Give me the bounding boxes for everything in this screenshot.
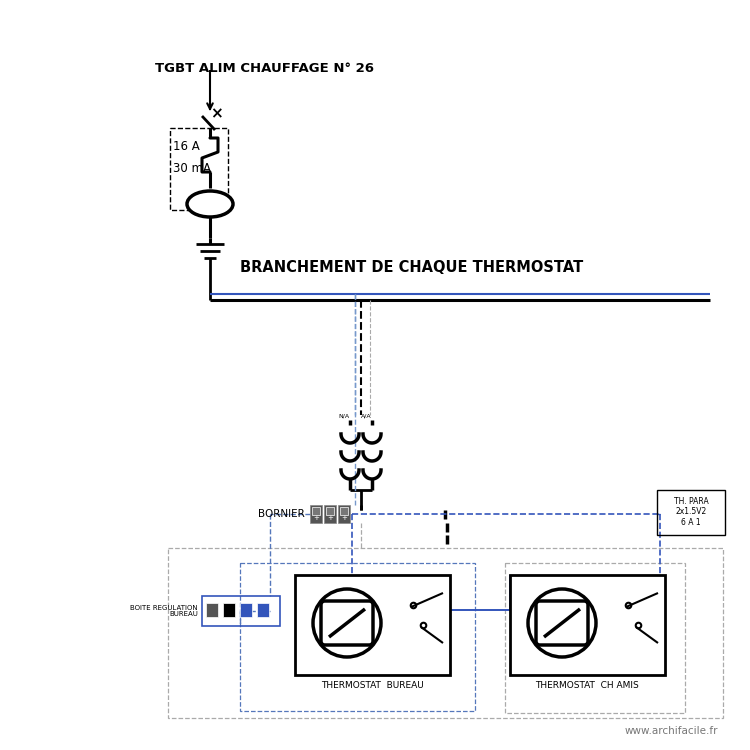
FancyBboxPatch shape bbox=[206, 603, 218, 617]
FancyBboxPatch shape bbox=[257, 603, 269, 617]
Text: N/A: N/A bbox=[338, 413, 350, 418]
FancyBboxPatch shape bbox=[240, 603, 252, 617]
Circle shape bbox=[528, 589, 596, 657]
FancyBboxPatch shape bbox=[223, 603, 235, 617]
Text: 30 mA: 30 mA bbox=[173, 161, 211, 175]
FancyBboxPatch shape bbox=[340, 507, 348, 515]
Bar bbox=[168, 548, 723, 718]
Text: +: + bbox=[313, 515, 319, 521]
Bar bbox=[505, 563, 685, 713]
FancyBboxPatch shape bbox=[310, 505, 322, 523]
FancyBboxPatch shape bbox=[324, 505, 336, 523]
Text: www.archifacile.fr: www.archifacile.fr bbox=[625, 726, 718, 736]
Text: THERMOSTAT  BUREAU: THERMOSTAT BUREAU bbox=[321, 681, 423, 690]
FancyBboxPatch shape bbox=[326, 507, 334, 515]
Text: BORNIER: BORNIER bbox=[258, 509, 305, 519]
FancyBboxPatch shape bbox=[321, 601, 373, 645]
Bar bbox=[240, 563, 475, 711]
Ellipse shape bbox=[187, 191, 233, 217]
Text: +: + bbox=[341, 515, 347, 521]
Text: TGBT ALIM CHAUFFAGE N° 26: TGBT ALIM CHAUFFAGE N° 26 bbox=[155, 62, 374, 75]
Circle shape bbox=[313, 589, 381, 657]
FancyBboxPatch shape bbox=[312, 507, 320, 515]
Text: 16 A: 16 A bbox=[173, 140, 200, 152]
Bar bbox=[657, 490, 725, 535]
Bar bbox=[202, 596, 280, 626]
Text: +: + bbox=[327, 515, 333, 521]
Text: A/A: A/A bbox=[361, 413, 371, 418]
Text: TH. PARA
2x1.5V2
6 A 1: TH. PARA 2x1.5V2 6 A 1 bbox=[674, 497, 708, 527]
FancyBboxPatch shape bbox=[338, 505, 350, 523]
FancyBboxPatch shape bbox=[536, 601, 588, 645]
Bar bbox=[170, 128, 228, 210]
Text: BRANCHEMENT DE CHAQUE THERMOSTAT: BRANCHEMENT DE CHAQUE THERMOSTAT bbox=[240, 260, 584, 275]
Text: ×: × bbox=[209, 106, 222, 122]
Bar bbox=[510, 575, 665, 675]
Text: THERMOSTAT  CH AMIS: THERMOSTAT CH AMIS bbox=[536, 681, 639, 690]
Bar bbox=[295, 575, 450, 675]
Text: BOITE REGULATION
BUREAU: BOITE REGULATION BUREAU bbox=[130, 604, 198, 617]
Text: A: A bbox=[206, 197, 214, 211]
